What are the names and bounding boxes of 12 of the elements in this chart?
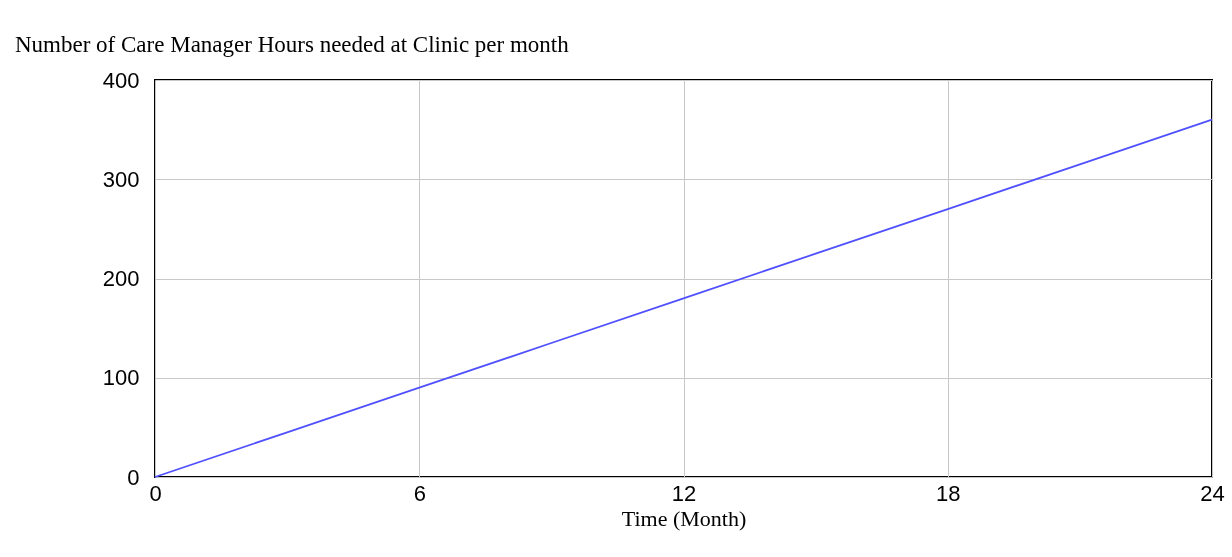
x-tick-label: 24	[1200, 480, 1225, 506]
y-tick-label: 100	[102, 365, 140, 391]
x-tick-label: 0	[149, 480, 162, 506]
x-tick-label: 12	[671, 480, 697, 506]
y-tick-label: 300	[102, 166, 140, 192]
chart-title: Number of Care Manager Hours needed at Clinic per month	[15, 32, 570, 57]
x-tick-label: 18	[936, 480, 961, 506]
x-axis-title: Time (Month)	[621, 505, 747, 531]
y-tick-label: 0	[127, 464, 140, 490]
y-tick-label: 400	[102, 67, 140, 93]
x-tick-label: 6	[413, 480, 426, 506]
y-tick-label: 200	[102, 266, 140, 291]
